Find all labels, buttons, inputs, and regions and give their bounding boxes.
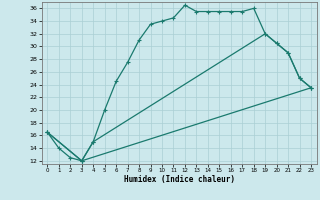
- X-axis label: Humidex (Indice chaleur): Humidex (Indice chaleur): [124, 175, 235, 184]
